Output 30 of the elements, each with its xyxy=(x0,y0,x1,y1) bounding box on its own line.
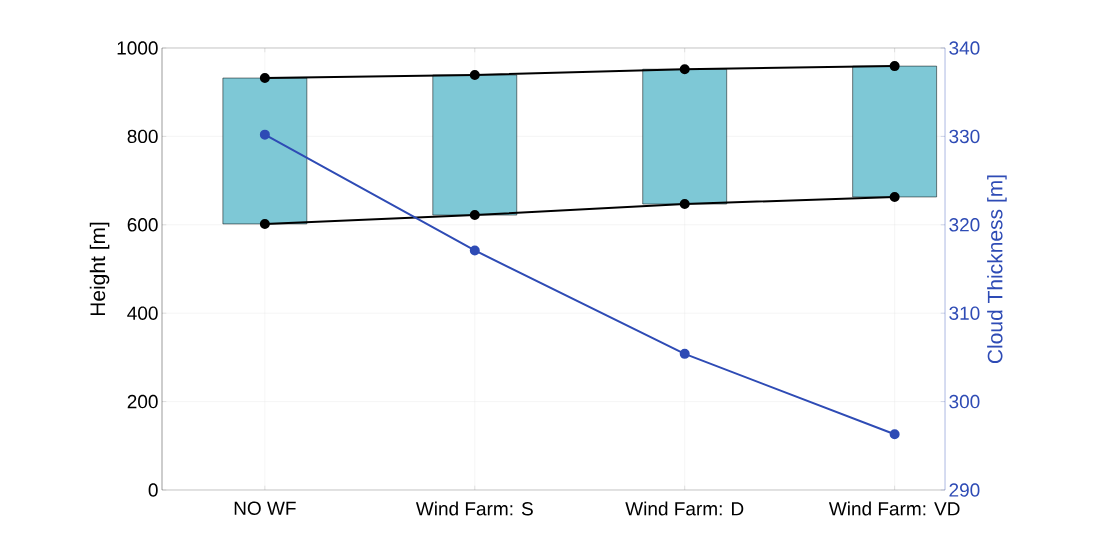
y-tick-label: 400 xyxy=(127,306,158,320)
point xyxy=(259,129,270,140)
point xyxy=(889,191,900,202)
x-tick-label: Wind Farm: VD xyxy=(828,501,960,516)
y-axis-title: Height [m] xyxy=(89,222,110,316)
y-tick-label: 0 xyxy=(148,483,158,497)
y2-tick-label: 320 xyxy=(949,218,980,232)
point xyxy=(889,429,900,440)
y2-tick-label: 330 xyxy=(949,129,980,144)
point xyxy=(259,73,270,84)
point xyxy=(679,64,690,75)
point xyxy=(469,69,480,80)
y-tick-label: 800 xyxy=(127,129,158,144)
y2-tick-label: 300 xyxy=(949,394,980,409)
point xyxy=(679,199,690,210)
y-tick-label: 1000 xyxy=(117,41,158,55)
y-tick-label: 200 xyxy=(127,394,158,409)
point xyxy=(469,210,480,221)
y-tick-label: 600 xyxy=(127,218,158,232)
y2-tick-label: 310 xyxy=(949,306,980,320)
point xyxy=(259,218,270,229)
point xyxy=(679,348,690,359)
y2-tick-label: 340 xyxy=(949,41,980,55)
point xyxy=(889,61,900,72)
x-tick-label: Wind Farm: D xyxy=(625,501,744,516)
point xyxy=(469,245,480,256)
y2-tick-label: 290 xyxy=(949,483,980,497)
y2-axis-title: Cloud Thickness [m] xyxy=(987,175,1007,364)
x-tick-label: Wind Farm: S xyxy=(415,501,533,516)
x-tick-label: NO WF xyxy=(234,501,296,515)
